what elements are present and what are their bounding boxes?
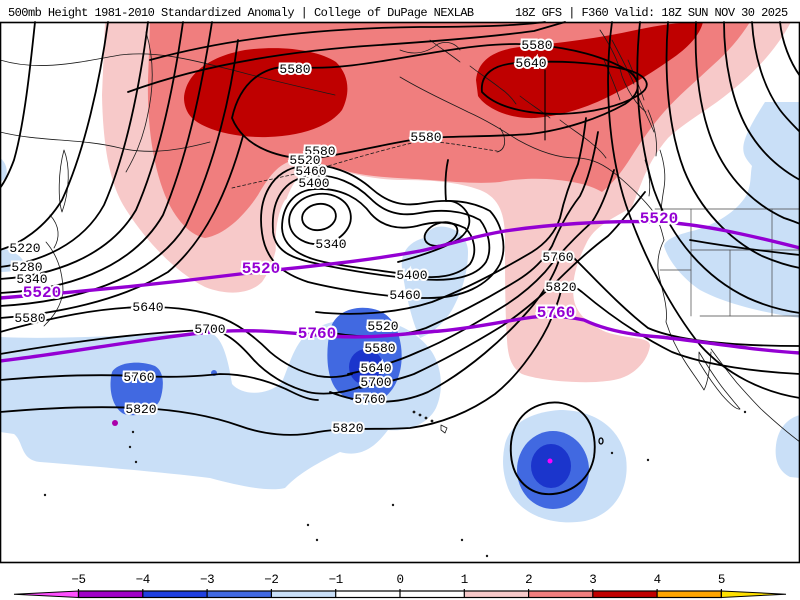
svg-text:5580: 5580 [304, 144, 335, 159]
svg-text:0: 0 [396, 573, 403, 587]
svg-text:5640: 5640 [515, 56, 546, 71]
svg-text:5580: 5580 [521, 38, 552, 53]
svg-text:5400: 5400 [396, 268, 427, 283]
svg-text:5760: 5760 [542, 250, 573, 265]
svg-text:−4: −4 [136, 573, 150, 587]
svg-text:5640: 5640 [132, 300, 163, 315]
svg-text:−2: −2 [264, 573, 278, 587]
svg-text:5340: 5340 [16, 272, 47, 287]
svg-text:5520: 5520 [289, 153, 320, 168]
svg-text:5820: 5820 [332, 421, 363, 436]
svg-text:5460: 5460 [295, 164, 326, 179]
svg-text:500mb Height 1981-2010 Standar: 500mb Height 1981-2010 Standardized Anom… [8, 6, 474, 20]
svg-text:5760: 5760 [123, 370, 154, 385]
svg-text:−3: −3 [200, 573, 214, 587]
svg-text:5520: 5520 [367, 319, 398, 334]
svg-text:5400: 5400 [298, 176, 329, 191]
svg-text:5520: 5520 [23, 284, 61, 302]
svg-text:5700: 5700 [360, 375, 391, 390]
svg-text:−1: −1 [329, 573, 343, 587]
svg-text:5460: 5460 [389, 288, 420, 303]
svg-text:5520: 5520 [640, 210, 678, 228]
svg-text:5580: 5580 [14, 311, 45, 326]
svg-text:5700: 5700 [194, 322, 225, 337]
svg-text:−5: −5 [71, 573, 85, 587]
svg-text:2: 2 [525, 573, 532, 587]
svg-text:5580: 5580 [279, 62, 310, 77]
svg-text:5220: 5220 [9, 241, 40, 256]
svg-text:5640: 5640 [360, 361, 391, 376]
svg-text:5760: 5760 [537, 304, 575, 322]
svg-text:5520: 5520 [242, 260, 280, 278]
svg-text:4: 4 [654, 573, 661, 587]
svg-text:1: 1 [461, 573, 468, 587]
svg-text:5760: 5760 [354, 392, 385, 407]
svg-text:5340: 5340 [315, 237, 346, 252]
svg-text:5580: 5580 [364, 341, 395, 356]
svg-text:18Z GFS | F360 Valid: 18Z SUN: 18Z GFS | F360 Valid: 18Z SUN NOV 30 202… [515, 6, 788, 20]
svg-text:5760: 5760 [298, 325, 336, 343]
svg-text:5: 5 [718, 573, 725, 587]
svg-text:3: 3 [589, 573, 596, 587]
svg-text:5820: 5820 [545, 280, 576, 295]
svg-text:5820: 5820 [125, 402, 156, 417]
svg-text:5580: 5580 [410, 130, 441, 145]
svg-text:5280: 5280 [11, 260, 42, 275]
